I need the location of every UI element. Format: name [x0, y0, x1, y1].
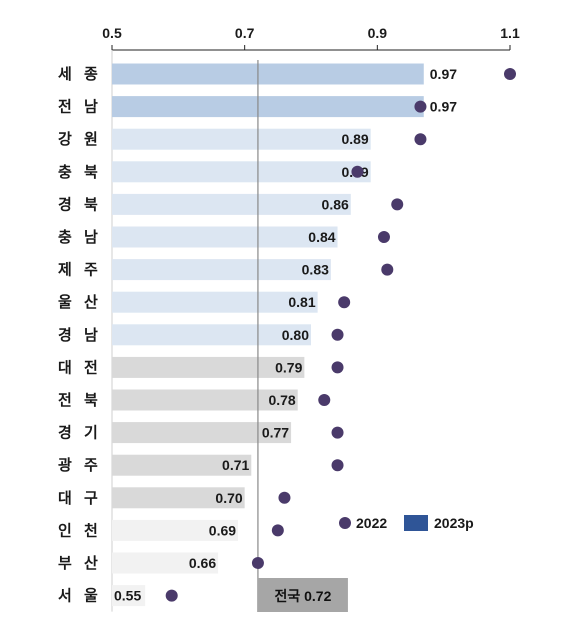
point-2022: [377, 231, 390, 243]
category-label: 경 기: [58, 424, 102, 442]
category-label: 충 북: [58, 164, 102, 181]
point-2022: [504, 68, 516, 80]
x-tick-label: 0.5: [102, 25, 122, 41]
bar: [112, 128, 371, 150]
category-label: 전 북: [58, 392, 102, 409]
national-average-label-box: [257, 578, 348, 612]
category-label: 전 남: [58, 99, 102, 116]
bar-value-label: 0.70: [215, 490, 242, 506]
point-2022: [318, 394, 331, 406]
point-2022: [331, 459, 344, 472]
bar: [112, 226, 338, 248]
bar-value-label: 0.55: [114, 588, 141, 604]
bar: [112, 487, 245, 509]
point-2022: [251, 557, 264, 569]
bar-value-label: 0.97: [430, 66, 457, 82]
legend-label-2022: 2022: [356, 515, 387, 531]
point-2022: [331, 426, 344, 439]
category-label: 충 남: [58, 229, 102, 246]
bar: [112, 389, 298, 411]
bar-value-label: 0.77: [262, 425, 289, 441]
point-2022: [331, 361, 344, 374]
bar: [112, 161, 371, 183]
bar-value-label: 0.78: [268, 392, 295, 408]
point-2022: [278, 491, 291, 504]
point-2022: [165, 589, 178, 602]
legend-label-2023p: 2023p: [434, 515, 474, 531]
bar: [112, 193, 351, 215]
category-label: 대 전: [58, 359, 102, 376]
x-tick-label: 0.9: [368, 25, 388, 41]
category-label: 부 산: [58, 555, 102, 572]
category-label: 서 울: [58, 588, 102, 605]
bar-value-label: 0.79: [275, 359, 302, 375]
x-tick-label: 0.7: [235, 25, 255, 41]
point-2022: [391, 198, 404, 211]
legend-swatch-2023p: [404, 515, 428, 531]
category-label: 세 종: [58, 66, 102, 83]
category-label: 인 천: [58, 521, 102, 539]
category-label: 경 남: [58, 326, 102, 344]
point-2022: [381, 263, 394, 276]
bar: [112, 422, 292, 444]
bar: [112, 356, 305, 378]
category-label: 경 북: [58, 195, 102, 213]
point-2022: [414, 133, 427, 146]
bar: [112, 291, 318, 313]
bar: [112, 454, 252, 476]
point-2022: [271, 524, 284, 537]
point-2022: [414, 100, 427, 113]
bar-value-label: 0.89: [341, 131, 368, 147]
bar: [112, 259, 331, 281]
bar-value-label: 0.84: [308, 229, 335, 245]
point-2022: [331, 328, 344, 341]
bar: [112, 96, 424, 118]
bar: [112, 324, 311, 346]
x-tick-label: 1.1: [500, 25, 520, 41]
bar-value-label: 0.81: [288, 294, 315, 310]
bar-value-label: 0.66: [189, 555, 216, 571]
point-2022: [351, 165, 364, 178]
category-label: 광 주: [58, 456, 102, 474]
bar: [112, 63, 424, 85]
bar: [112, 585, 146, 607]
national-average-label: 전국 0.72: [274, 588, 331, 604]
category-label: 강 원: [58, 130, 102, 148]
bar-value-label: 0.80: [282, 327, 309, 343]
legend-swatch-2022: [339, 517, 351, 529]
bar-value-label: 0.69: [209, 522, 236, 538]
category-label: 제 주: [58, 262, 102, 279]
bar-value-label: 0.97: [430, 99, 457, 115]
bar: [112, 552, 219, 574]
category-label: 울 산: [58, 294, 102, 311]
bar-value-label: 0.83: [302, 262, 329, 278]
point-2022: [338, 296, 351, 309]
bar: [112, 519, 239, 541]
bar-value-label: 0.86: [322, 196, 349, 212]
bar-value-label: 0.71: [222, 457, 249, 473]
category-label: 대 구: [58, 490, 102, 507]
